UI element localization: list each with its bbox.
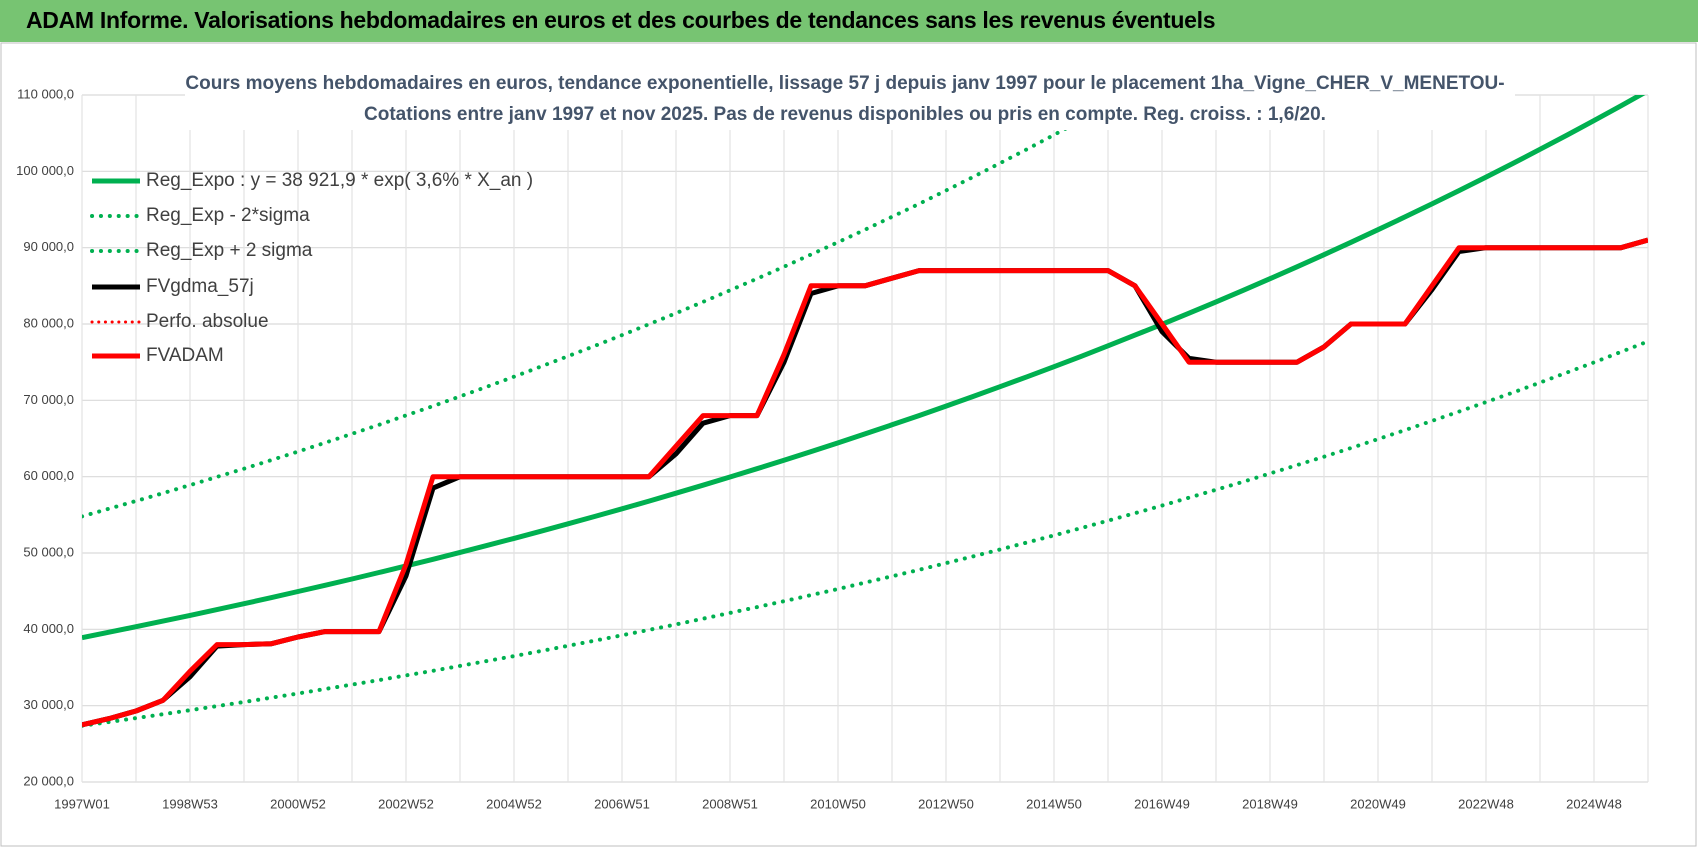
x-tick-label: 2022W48 [1458, 796, 1514, 811]
header-title: ADAM Informe. Valorisations hebdomadaire… [26, 7, 1216, 33]
series-line [82, 95, 1132, 519]
legend-label: Reg_Exp - 2*sigma [146, 205, 310, 226]
y-tick-label: 100 000,0 [16, 163, 74, 178]
chart-subtitle: Cotations entre janv 1997 et nov 2025. P… [364, 104, 1326, 125]
y-tick-label: 70 000,0 [23, 392, 74, 407]
x-tick-label: 2012W50 [918, 796, 974, 811]
x-tick-label: 2024W48 [1566, 796, 1622, 811]
x-tick-label: 2006W51 [594, 796, 650, 811]
y-tick-label: 60 000,0 [23, 468, 74, 483]
x-tick-label: 2018W49 [1242, 796, 1298, 811]
x-tick-label: 2010W50 [810, 796, 866, 811]
y-tick-label: 30 000,0 [23, 697, 74, 712]
plot-lines [82, 95, 1648, 728]
y-tick-label: 110 000,0 [17, 86, 74, 101]
chart-title: Cours moyens hebdomadaires en euros, ten… [185, 73, 1504, 94]
x-tick-label: 1997W01 [54, 796, 110, 811]
y-tick-label: 80 000,0 [23, 315, 74, 330]
x-tick-label: 2004W52 [486, 796, 542, 811]
x-tick-label: 2008W51 [702, 796, 758, 811]
x-tick-label: 2002W52 [378, 796, 434, 811]
legend: Reg_Expo : y = 38 921,9 * exp( 3,6% * X_… [90, 170, 533, 366]
chart: 20 000,0 30 000,0 40 000,0 50 000,0 60 000,0… [0, 42, 1697, 847]
header-bar: ADAM Informe. Valorisations hebdomadaire… [0, 0, 1698, 42]
series-line [82, 237, 1648, 728]
legend-label: Perfo. absolue [146, 311, 269, 332]
legend-label: FVADAM [146, 345, 224, 366]
x-tick-label: 2016W49 [1134, 796, 1190, 811]
legend-label: Reg_Exp + 2 sigma [146, 240, 313, 261]
y-tick-label: 40 000,0 [23, 621, 74, 636]
legend-label: FVgdma_57j [146, 276, 254, 297]
x-tick-label: 2000W52 [270, 796, 326, 811]
chart-frame [0, 42, 1697, 847]
legend-label: Reg_Expo : y = 38 921,9 * exp( 3,6% * X_… [146, 170, 533, 191]
x-tick-label: 2020W49 [1350, 796, 1406, 811]
x-tick-label: 1998W53 [162, 796, 218, 811]
y-tick-label: 20 000,0 [23, 773, 74, 788]
x-tick-label: 2014W50 [1026, 796, 1082, 811]
y-tick-label: 90 000,0 [23, 239, 74, 254]
y-tick-label: 50 000,0 [23, 544, 74, 559]
title-box [185, 66, 1515, 130]
series-line [82, 95, 1646, 641]
